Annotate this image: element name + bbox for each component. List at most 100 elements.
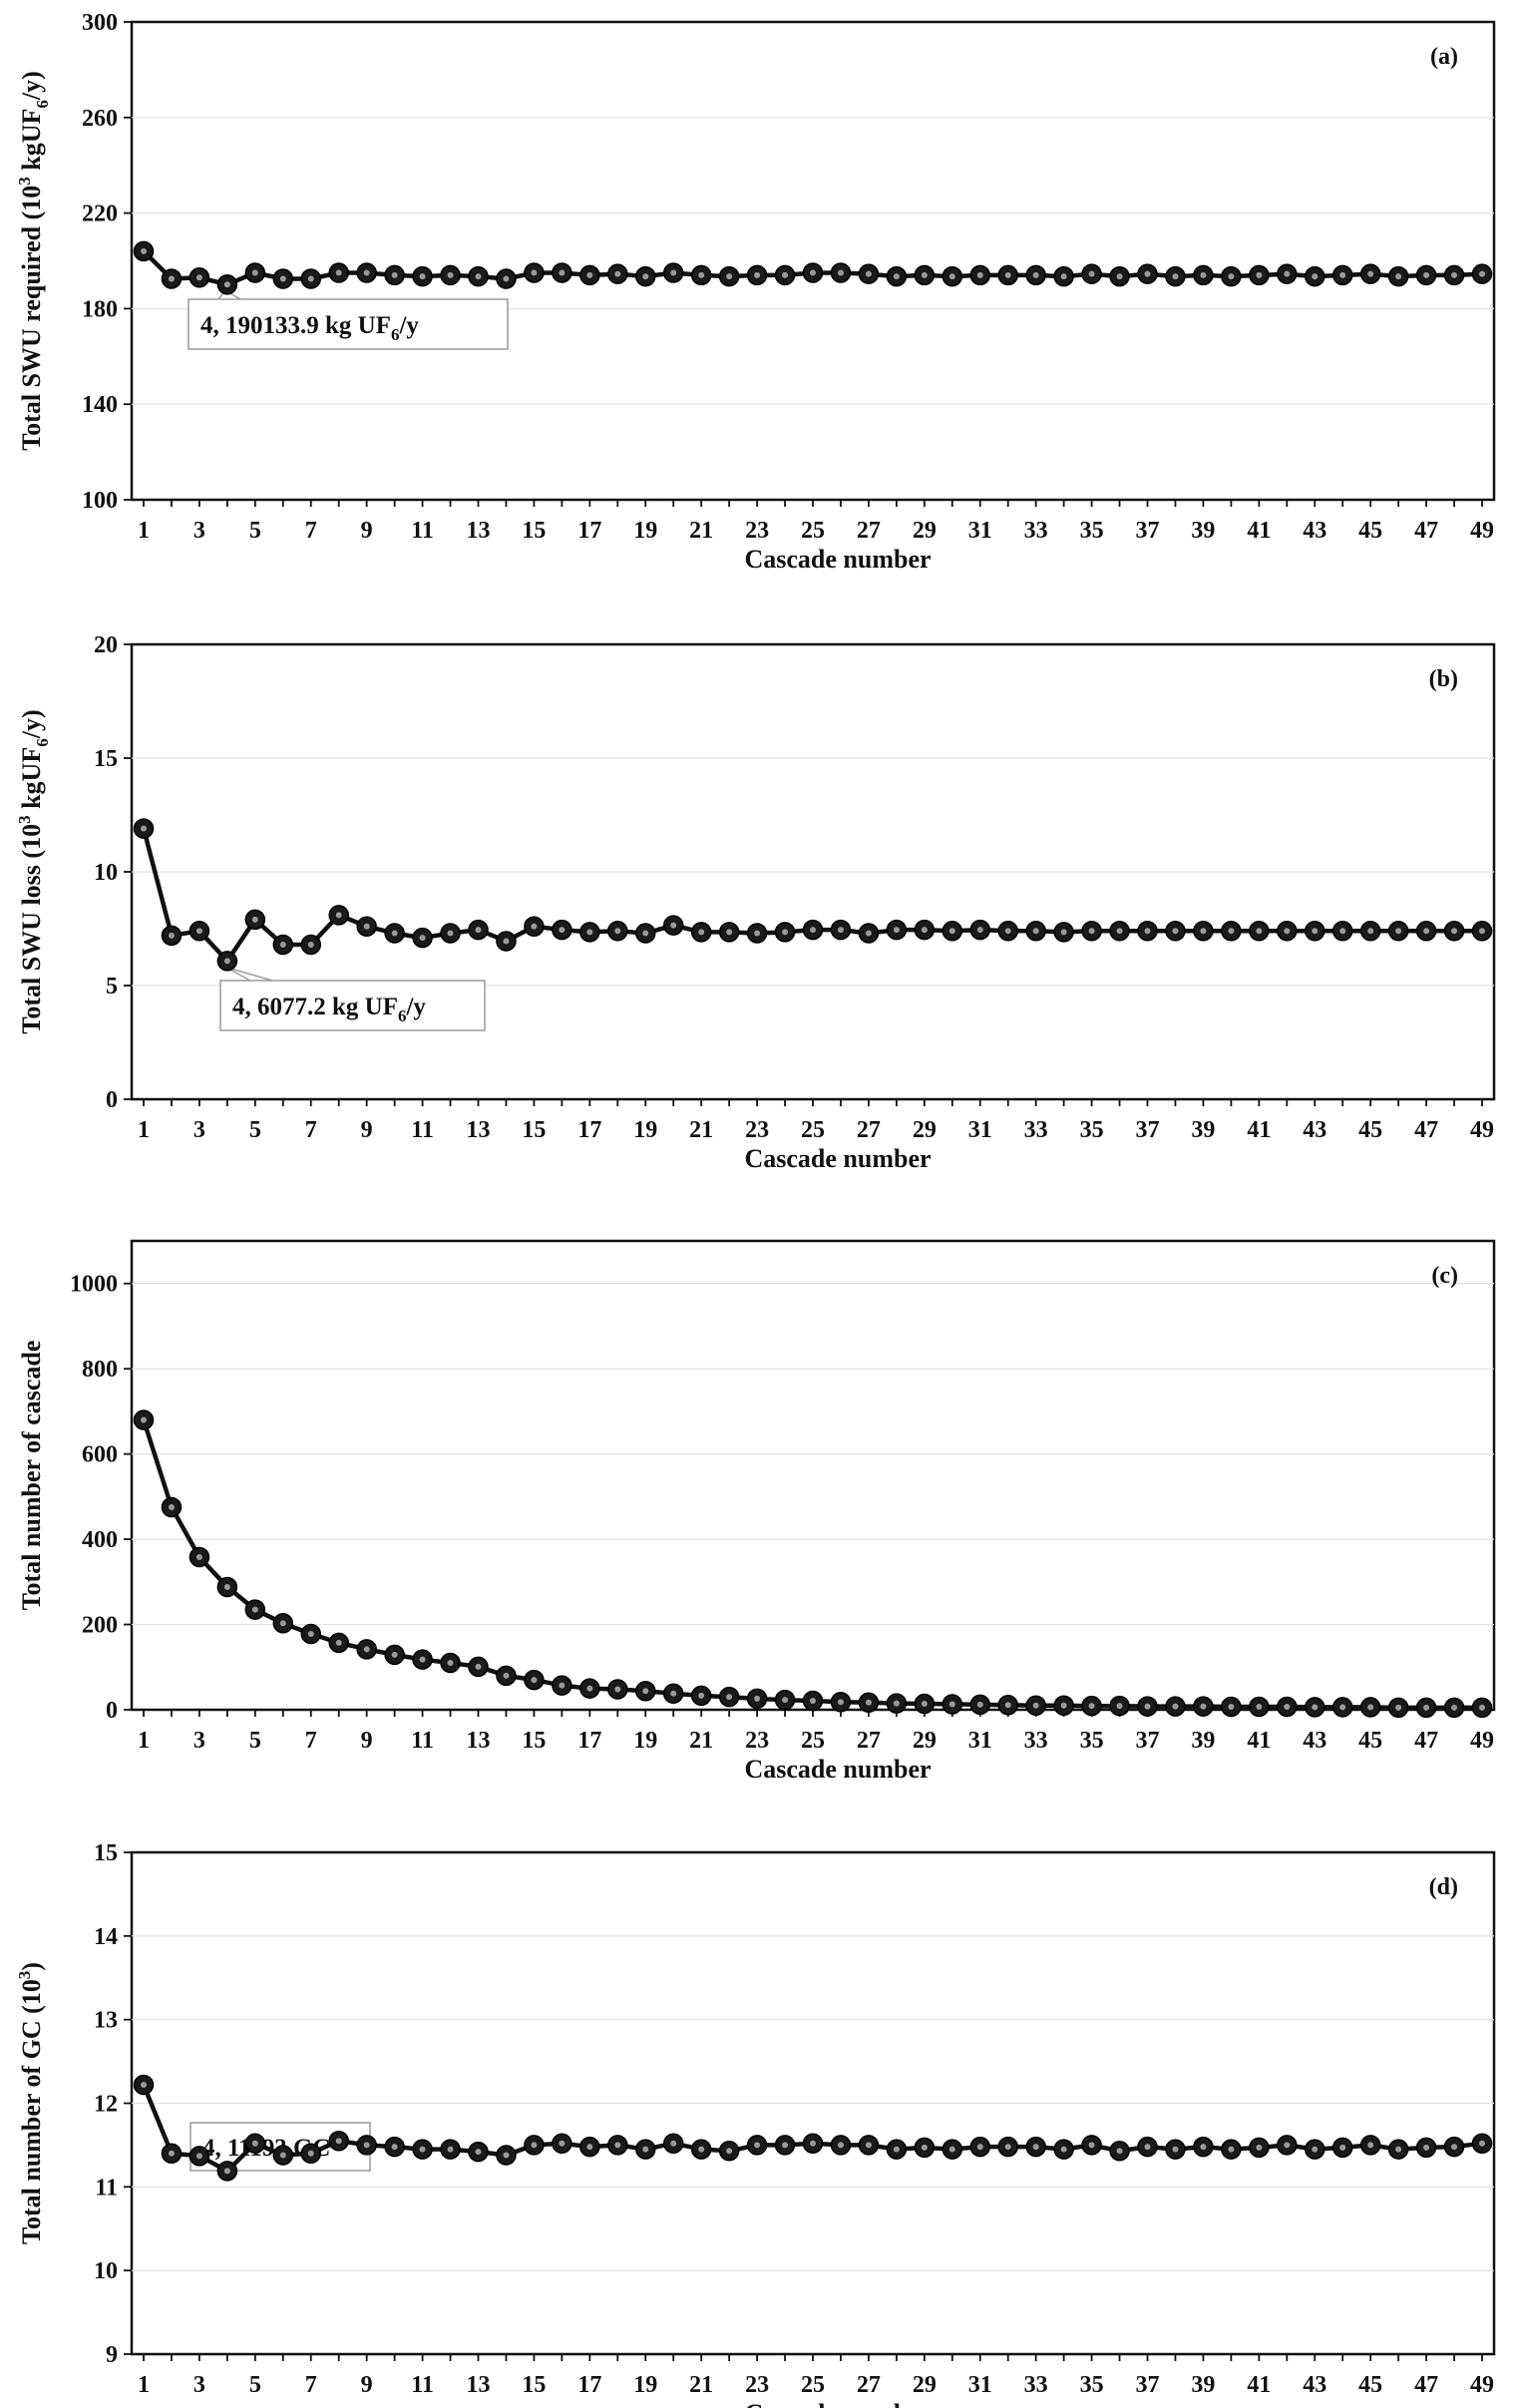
data-point-center (1479, 1704, 1485, 1711)
data-point-center (1172, 928, 1179, 935)
y-axis-label-mid: ) (17, 1962, 46, 1971)
data-point-center (893, 1700, 900, 1707)
data-point-center (1423, 928, 1430, 935)
data-point-center (391, 271, 398, 278)
data-point-center (670, 2140, 677, 2147)
data-point-center (503, 275, 510, 282)
data-point-center (1200, 271, 1207, 278)
data-point-center (475, 1663, 482, 1670)
x-tick-label: 21 (689, 2372, 713, 2398)
data-point (356, 262, 377, 283)
data-point-center (1144, 928, 1151, 935)
data-point-center (223, 1583, 230, 1590)
data-point (886, 265, 908, 287)
data-point-center (307, 1630, 314, 1637)
panel-tag: (b) (1429, 666, 1458, 692)
data-point (524, 1669, 545, 1691)
data-point (690, 1685, 712, 1707)
data-point (914, 1693, 936, 1715)
y-tick-label: 600 (82, 1442, 118, 1468)
data-point-center (698, 1692, 705, 1699)
data-point-center (1423, 2144, 1430, 2151)
data-point (1025, 1695, 1046, 1716)
data-point-center (1144, 2144, 1151, 2151)
y-axis-label-main: Total number of cascade (17, 1341, 46, 1611)
x-tick-label: 7 (305, 2372, 317, 2398)
data-point-center (921, 2144, 928, 2151)
data-point (1081, 263, 1102, 284)
data-point (1443, 2136, 1465, 2158)
data-point-center (726, 273, 733, 280)
data-point-center (1284, 270, 1291, 277)
data-point (1109, 1695, 1130, 1717)
data-point (746, 1688, 768, 1710)
data-point (1359, 921, 1381, 942)
data-point (1471, 921, 1493, 942)
x-tick-label: 41 (1247, 2372, 1271, 2398)
data-point (328, 905, 349, 926)
data-point-center (837, 1699, 844, 1706)
data-point-center (670, 1690, 677, 1697)
data-point-center (447, 2146, 454, 2153)
x-tick-label: 5 (249, 2372, 261, 2398)
x-tick-label: 49 (1470, 1117, 1494, 1143)
x-tick-label: 3 (193, 518, 205, 544)
data-point (1109, 2141, 1130, 2162)
y-axis-label-sup: 3 (15, 177, 34, 186)
data-point (496, 268, 517, 289)
data-point (579, 922, 600, 943)
x-tick-label: 39 (1191, 1117, 1215, 1143)
data-point (1109, 265, 1130, 287)
data-point (1053, 1695, 1074, 1716)
y-axis-label: Total SWU required (103 kgUF6/y) (15, 71, 52, 451)
data-point-center (586, 271, 593, 278)
data-point-center (614, 1686, 621, 1693)
data-point-center (1367, 2142, 1374, 2149)
x-tick-label: 45 (1358, 1728, 1382, 1754)
data-point (1359, 263, 1381, 284)
data-point-center (1200, 1703, 1207, 1710)
data-point (1249, 921, 1270, 942)
data-point-center (1060, 2146, 1067, 2153)
y-axis-label: Total number of cascade (17, 1341, 46, 1611)
data-point (635, 2139, 656, 2160)
data-point (468, 2141, 489, 2163)
data-point-center (586, 929, 593, 936)
data-point (1415, 2137, 1437, 2159)
annotation-label-end: /y (405, 994, 426, 1020)
data-point-center (1423, 1704, 1430, 1711)
x-tick-label: 35 (1080, 1728, 1104, 1754)
data-point (1053, 2139, 1074, 2160)
data-point (161, 925, 183, 947)
data-point-center (335, 1639, 342, 1646)
data-point (969, 264, 990, 286)
x-tick-label: 5 (249, 1728, 261, 1754)
x-tick-label: 29 (913, 1117, 937, 1143)
data-point (1471, 2133, 1493, 2154)
data-point (552, 1675, 572, 1696)
data-point-center (279, 1620, 286, 1627)
data-point-center (1004, 271, 1011, 278)
data-point-center (195, 274, 202, 281)
y-tick-label: 14 (94, 1924, 118, 1950)
x-tick-label: 11 (411, 2372, 434, 2398)
data-point (997, 921, 1018, 942)
data-point (1277, 921, 1298, 942)
data-point (1165, 921, 1186, 942)
data-point-center (168, 275, 175, 282)
data-point (607, 921, 628, 942)
x-tick-label: 37 (1136, 2372, 1160, 2398)
data-point (1137, 921, 1158, 942)
data-point-center (223, 281, 230, 288)
data-point-center (1200, 928, 1207, 935)
data-point-center (1256, 1704, 1263, 1711)
data-point (635, 923, 656, 944)
data-point-center (782, 929, 789, 936)
data-point (969, 1694, 990, 1716)
data-point (496, 1665, 517, 1687)
data-point-center (559, 269, 566, 276)
data-point-center (1088, 928, 1095, 935)
data-point-center (837, 269, 844, 276)
data-point-center (1060, 929, 1067, 936)
x-tick-label: 15 (522, 1117, 546, 1143)
